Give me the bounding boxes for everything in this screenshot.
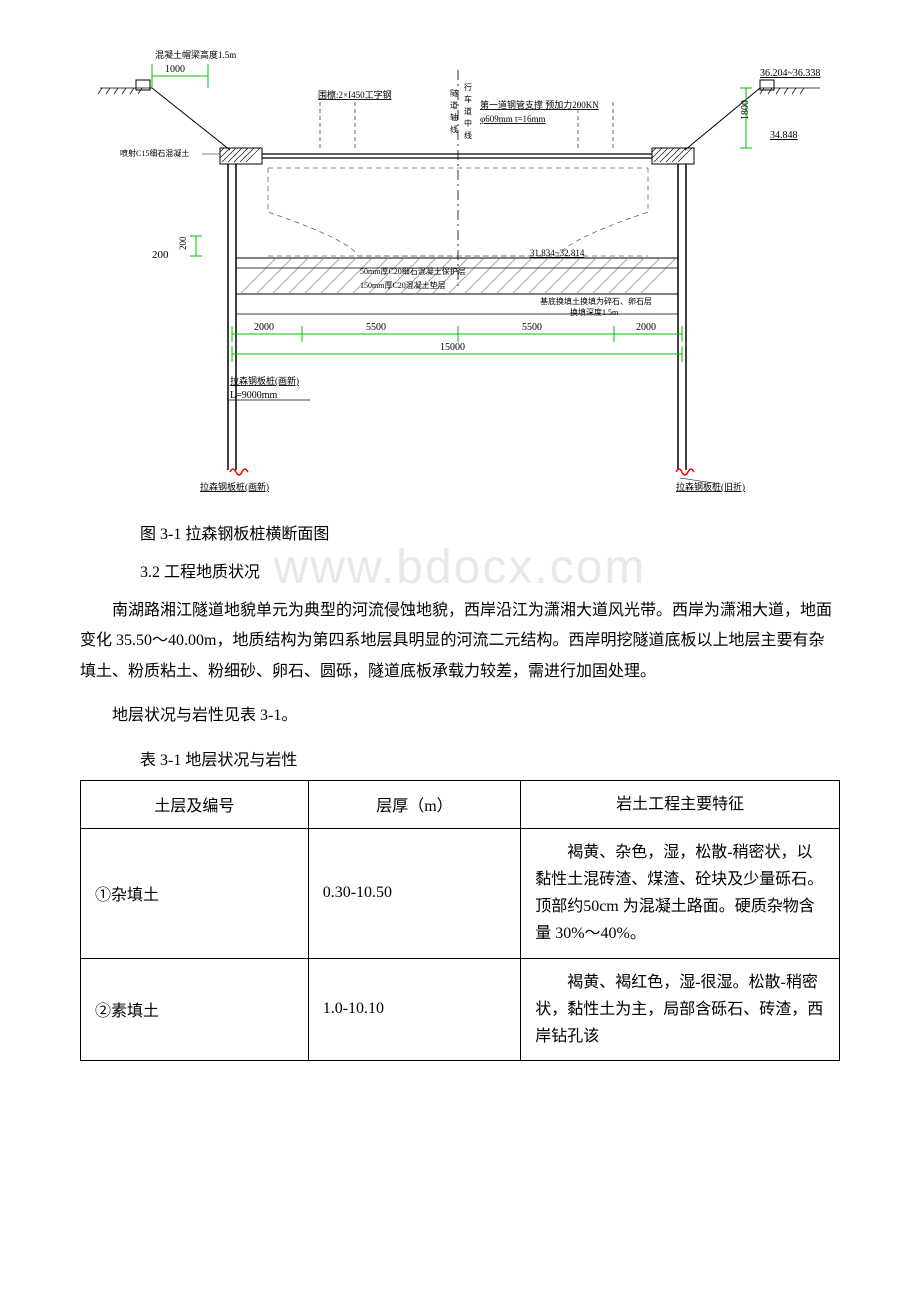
table-row: ②素填土 1.0-10.10 褐黄、褐红色，湿-很湿。松散-稍密状，黏性土为主，… (81, 958, 840, 1061)
pipe-note: φ609mm t=16mm (480, 114, 546, 124)
svg-text:2000: 2000 (254, 322, 274, 333)
svg-text:5500: 5500 (366, 322, 386, 333)
cross-section-diagram: 混凝土帽梁高度1.5m 1000 (80, 40, 840, 500)
svg-text:道: 道 (464, 106, 472, 116)
pile-label: 拉森钢板桩(画新) (230, 375, 299, 386)
beam-note: 围檩:2×I450工字钢 (318, 89, 392, 100)
support-note: 第一道钢管支撑 预加力200KN (480, 99, 599, 110)
cell-thick-1: 0.30-10.50 (308, 828, 521, 958)
th-desc: 岩土工程主要特征 (521, 780, 840, 828)
elev-top: 36.204~36.338 (760, 68, 820, 79)
th-thickness: 层厚（m） (308, 780, 521, 828)
cell-thick-2: 1.0-10.10 (308, 958, 521, 1061)
svg-text:轴: 轴 (450, 112, 458, 122)
svg-text:200: 200 (178, 236, 188, 250)
paragraph-1: 南湖路湘江隧道地貌单元为典型的河流侵蚀地貌，西岸沿江为潇湘大道风光带。西岸为潇湘… (80, 596, 840, 687)
pile-length: L=9000mm (230, 390, 278, 401)
svg-text:2000: 2000 (636, 322, 656, 333)
vtext1: 隧 (450, 88, 458, 98)
dim-1800: 1800 (740, 100, 751, 120)
cell-id-1: ①杂填土 (81, 828, 309, 958)
top-left-note: 混凝土帽梁高度1.5m (155, 49, 236, 60)
hatch-text2: 150mm厚C20混凝土垫层 (360, 280, 446, 290)
soil-table: 土层及编号 层厚（m） 岩土工程主要特征 ①杂填土 0.30-10.50 褐黄、… (80, 780, 840, 1062)
figure-caption: 图 3-1 拉森钢板桩横断面图 (140, 520, 840, 544)
svg-text:200: 200 (152, 249, 169, 261)
svg-text:线: 线 (464, 130, 472, 140)
bottom-left-label: 拉森钢板桩(画新) (200, 481, 269, 492)
cell-desc-2: 褐黄、褐红色，湿-很湿。松散-稍密状，黏性土为主，局部含砾石、砖渣，西岸钻孔该 (521, 958, 840, 1061)
svg-text:道: 道 (450, 100, 458, 110)
cell-id-2: ②素填土 (81, 958, 309, 1061)
fill-note2: 换填深度1.5m (570, 307, 619, 317)
hatch-text1: 50mm厚C20细石混凝土保护层 (360, 266, 466, 276)
section-heading: 3.2 工程地质状况 (140, 558, 840, 582)
th-layer: 土层及编号 (81, 780, 309, 828)
paragraph-2: 地层状况与岩性见表 3-1。 (80, 701, 840, 731)
svg-text:行: 行 (464, 82, 472, 92)
table-header-row: 土层及编号 层厚（m） 岩土工程主要特征 (81, 780, 840, 828)
elev-mid: 34.848 (770, 130, 798, 141)
elev-hatch: 31.834~32.814 (530, 248, 585, 258)
table-row: ①杂填土 0.30-10.50 褐黄、杂色，湿，松散-稍密状，以黏性土混砖渣、煤… (81, 828, 840, 958)
cell-desc-1: 褐黄、杂色，湿，松散-稍密状，以黏性土混砖渣、煤渣、砼块及少量砾石。顶部约50c… (521, 828, 840, 958)
svg-text:5500: 5500 (522, 322, 542, 333)
table-label: 表 3-1 地层状况与岩性 (140, 746, 840, 770)
dim-1000: 1000 (165, 64, 185, 75)
svg-text:中: 中 (464, 118, 472, 128)
left-c15-note: 喷射C15细石混凝土 (120, 148, 189, 158)
svg-text:车: 车 (464, 94, 472, 104)
svg-text:15000: 15000 (440, 342, 465, 353)
svg-text:线: 线 (450, 124, 458, 134)
fill-note1: 基底换填土换填为碎石、卵石层 (540, 296, 652, 306)
